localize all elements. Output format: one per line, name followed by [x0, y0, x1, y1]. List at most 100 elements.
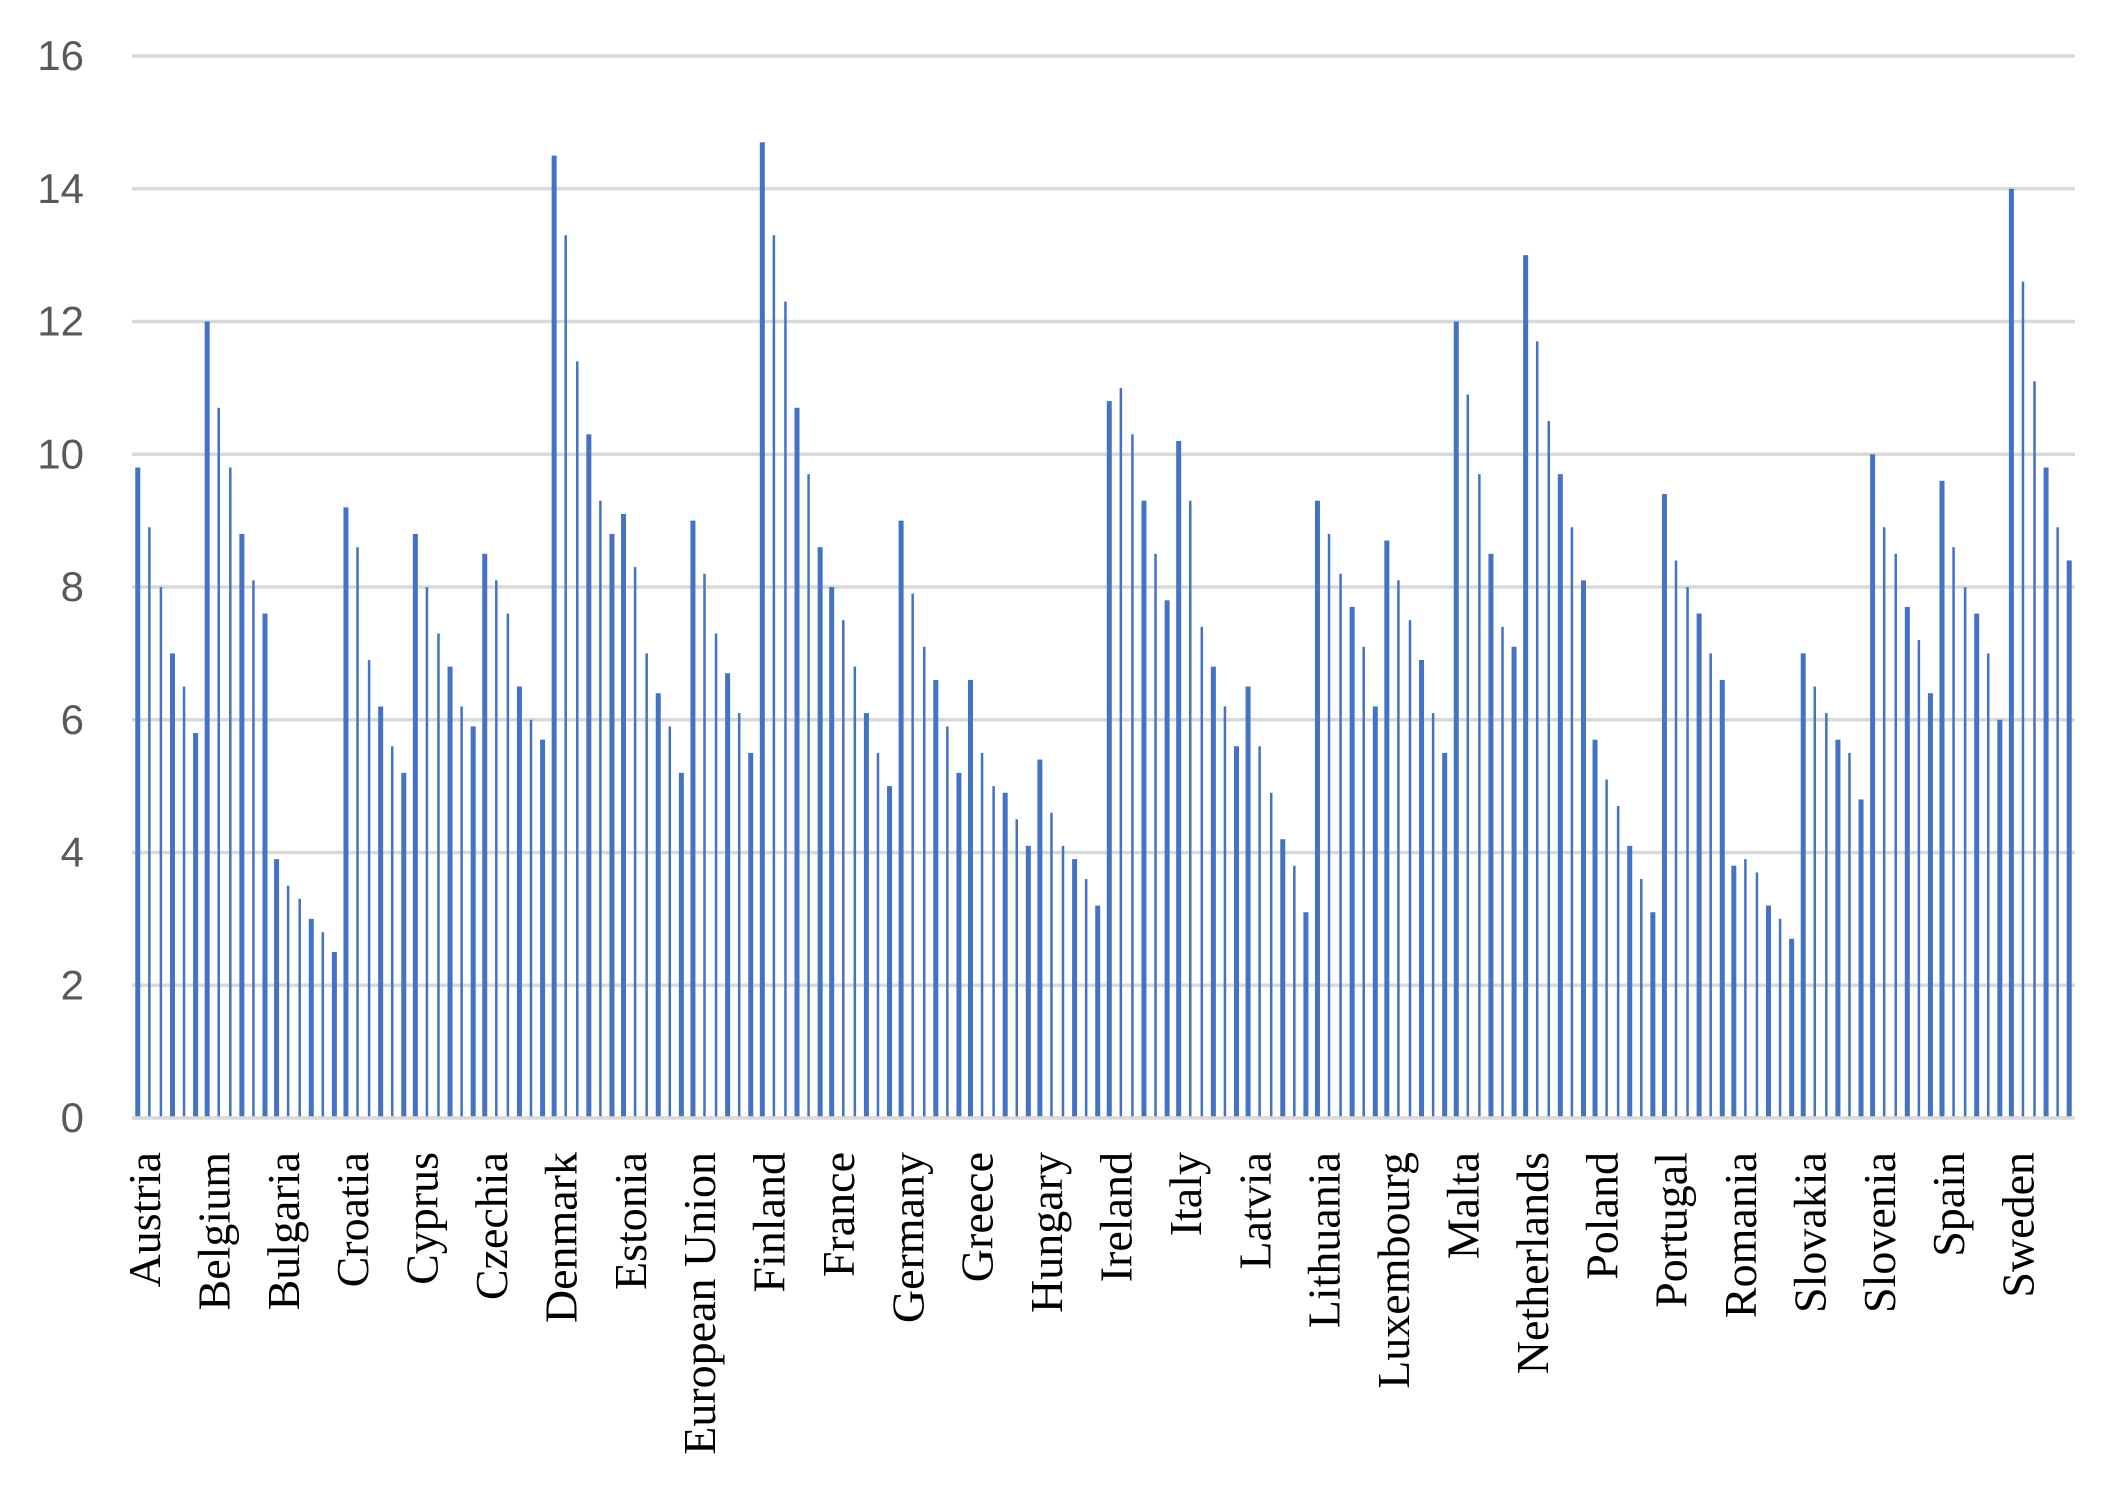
x-tick-label: Croatia	[327, 1152, 378, 1287]
bar	[1744, 859, 1747, 1118]
bar	[262, 613, 268, 1118]
bar	[135, 467, 141, 1118]
bar	[1176, 440, 1182, 1119]
bar	[1384, 540, 1390, 1118]
y-tick-label: 0	[61, 1094, 84, 1141]
bar	[1501, 626, 1504, 1118]
bar	[794, 407, 800, 1118]
bar	[1963, 587, 1967, 1118]
bar	[1303, 912, 1309, 1118]
x-tick-label: Italy	[1160, 1152, 1211, 1236]
x-tick-label: Finland	[744, 1152, 795, 1293]
bar	[759, 142, 765, 1119]
bar	[1987, 653, 1990, 1119]
x-tick-label: Hungary	[1021, 1152, 1072, 1313]
bar	[1061, 845, 1065, 1118]
bar	[772, 235, 776, 1118]
bar	[853, 666, 857, 1118]
bar	[1605, 779, 1608, 1118]
bar	[204, 321, 210, 1118]
y-axis: 0 2 4 6 8 10 12 14 16	[37, 32, 84, 1141]
bar	[1686, 587, 1689, 1118]
bar	[1974, 613, 1980, 1118]
bar	[678, 772, 684, 1118]
bar	[1523, 255, 1529, 1119]
bar	[1547, 421, 1551, 1118]
bar	[1314, 500, 1320, 1119]
bar	[1131, 434, 1134, 1119]
bar	[645, 653, 648, 1119]
bar	[1164, 600, 1170, 1118]
bar	[412, 533, 418, 1118]
bar	[1661, 494, 1667, 1118]
bar	[2021, 281, 2025, 1118]
bar	[1627, 845, 1633, 1118]
x-tick-label: Slovakia	[1784, 1152, 1835, 1313]
bar	[668, 726, 672, 1118]
bar	[182, 686, 186, 1118]
x-tick-label: Sweden	[1993, 1152, 2044, 1298]
bar	[495, 580, 498, 1118]
bar	[1408, 620, 1412, 1118]
bar	[1095, 905, 1101, 1118]
bar	[343, 507, 349, 1119]
bar	[1997, 719, 2003, 1118]
bar	[1640, 879, 1643, 1118]
bar	[193, 733, 199, 1118]
bar	[576, 361, 579, 1118]
bar	[252, 580, 255, 1118]
bar	[1119, 387, 1123, 1119]
y-tick-label: 12	[37, 298, 84, 345]
bar	[1835, 739, 1841, 1118]
bar	[599, 500, 602, 1119]
bar	[1453, 321, 1459, 1118]
bar	[725, 673, 731, 1118]
x-tick-label: Malta	[1438, 1152, 1489, 1259]
bar	[1731, 865, 1737, 1118]
x-tick-label: Poland	[1576, 1152, 1627, 1280]
bar	[887, 786, 893, 1119]
bar	[1917, 640, 1921, 1118]
bar	[1813, 686, 1817, 1118]
bar	[2066, 560, 2072, 1118]
bar	[1188, 500, 1192, 1119]
bar	[229, 467, 232, 1118]
bar	[2008, 188, 2014, 1118]
bar	[933, 679, 939, 1118]
bar	[1269, 792, 1273, 1118]
x-tick-label: Denmark	[535, 1152, 586, 1323]
bar	[633, 567, 637, 1118]
x-tick-label: Estonia	[605, 1152, 656, 1290]
bar	[1200, 626, 1204, 1118]
bar	[169, 653, 175, 1119]
bar	[401, 772, 407, 1118]
bar	[148, 527, 151, 1118]
bar	[737, 713, 741, 1118]
bar	[2056, 527, 2059, 1118]
bar	[1927, 693, 1933, 1118]
bar	[1442, 752, 1448, 1118]
bar	[1709, 653, 1712, 1119]
bar	[1719, 679, 1725, 1118]
bar	[1778, 918, 1782, 1119]
bar	[1210, 666, 1216, 1118]
x-tick-label: Cyprus	[397, 1152, 448, 1285]
bar	[1580, 580, 1586, 1118]
bar	[703, 573, 706, 1118]
bar	[956, 772, 962, 1118]
bar	[1535, 341, 1539, 1118]
bar	[1349, 606, 1355, 1118]
bar	[1106, 401, 1112, 1118]
bar	[609, 533, 615, 1118]
bar	[1511, 646, 1517, 1118]
x-tick-label: Spain	[1923, 1152, 1974, 1257]
bar	[1882, 527, 1886, 1118]
bar	[482, 553, 488, 1118]
x-tick-label: Luxembourg	[1368, 1152, 1419, 1389]
bar	[1141, 500, 1147, 1119]
gridlines	[132, 54, 2075, 987]
y-tick-label: 6	[61, 696, 84, 743]
bar	[1894, 553, 1897, 1118]
